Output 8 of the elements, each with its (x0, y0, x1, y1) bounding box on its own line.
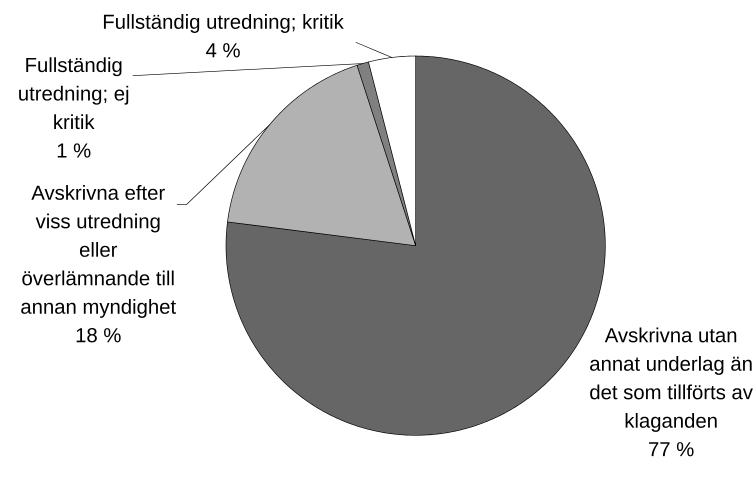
data-label: 1 % (58, 143, 90, 158)
slice-label: Avskrivna efter viss utredning eller överlämnande till annan myndighet (21, 184, 176, 318)
data-label: 18 % (76, 328, 121, 342)
data-label: 4 % (206, 42, 240, 58)
data-label: 77 % (649, 442, 694, 456)
slice-label: Avskrivna utan annat underlag än det som tillförts av klaganden (590, 327, 753, 432)
slice-label: Fullständig utredning; ej kritik (19, 57, 128, 129)
slice-label: Fullständig utredning; kritik (104, 14, 344, 33)
